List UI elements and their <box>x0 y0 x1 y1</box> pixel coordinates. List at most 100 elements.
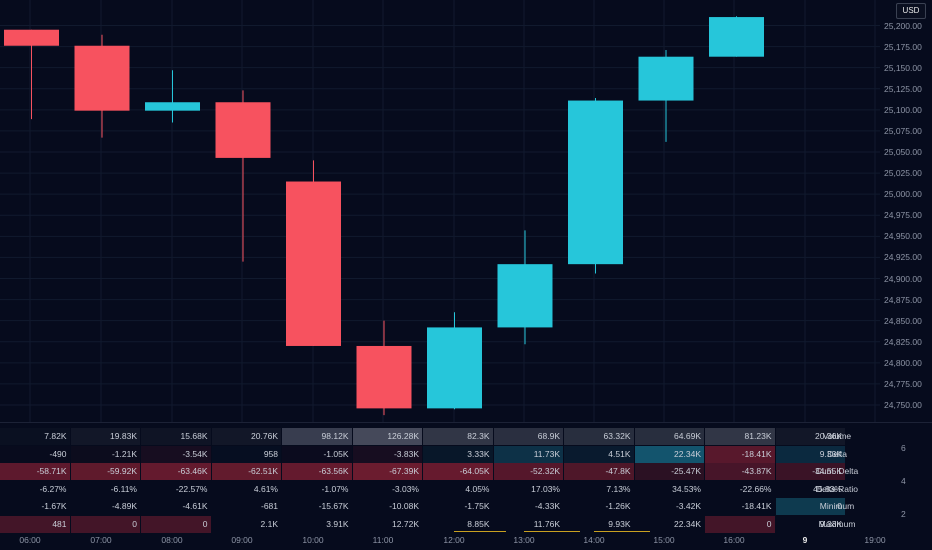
price-tick-label: 24,875.00 <box>884 294 922 305</box>
candle-down[interactable] <box>74 45 130 111</box>
table-cell: 11.73K <box>493 445 563 463</box>
table-cell: 9.33K <box>819 518 842 529</box>
candle-up[interactable] <box>145 102 200 111</box>
table-cell: -1.75K <box>464 501 490 511</box>
candle-up[interactable] <box>568 100 623 265</box>
price-tick-label: 24,975.00 <box>884 210 922 221</box>
table-cell: 0 <box>141 515 211 533</box>
table-cell: 34.53% <box>672 483 701 494</box>
row-label: Delta Ratio <box>815 483 859 494</box>
table-cell: -34.55K <box>775 463 845 480</box>
price-tick-label: 25,200.00 <box>884 20 922 31</box>
table-cell: 9.33K <box>775 445 845 463</box>
table-row: 481 0 0 2.1K 3.91K 12.72K 8.85K 11.76K 9.93K 22.3… <box>0 515 868 533</box>
row-label: Cum. Delta <box>815 466 859 476</box>
table-cell: 0 <box>70 515 140 533</box>
table-cell: 82.3K <box>423 428 493 445</box>
table-cell: -15.67K <box>318 501 349 511</box>
table-cell: -6.27% <box>39 483 67 494</box>
table-cell: 481 <box>0 515 70 533</box>
table-cell: 4.61% <box>253 483 278 494</box>
time-tick-label: 07:00 <box>90 535 112 545</box>
table-cell: 4.51K <box>564 445 634 463</box>
price-tick-label: 25,100.00 <box>884 104 922 115</box>
candle-up[interactable] <box>638 56 694 101</box>
table-cell: -64.05K <box>423 463 493 480</box>
candle-up[interactable] <box>427 327 482 409</box>
table-cell: -43.87K <box>705 463 775 480</box>
table-cell: 11.76K <box>533 518 560 529</box>
time-tick-label: 08:00 <box>161 535 183 545</box>
table-cell: 7.82K <box>0 428 70 445</box>
table-cell: 15.68K <box>141 428 211 445</box>
candle-down[interactable] <box>286 181 341 346</box>
table-cell: -3.54K <box>141 445 211 463</box>
table-cell: -63.46K <box>141 463 211 480</box>
table-cell: -47.8K <box>564 463 634 480</box>
table-cell: -1.05K <box>282 446 352 463</box>
table-cell: 17.03% <box>531 483 560 494</box>
table-cell: 0 <box>705 515 775 533</box>
table-cell: 7.13% <box>606 483 631 494</box>
table-cell: -67.39K <box>352 463 422 480</box>
table-cell: 8.85K <box>467 518 490 529</box>
session-marker <box>594 531 650 532</box>
candle-down[interactable] <box>4 29 59 46</box>
table-cell: -4.33K <box>534 501 560 511</box>
currency-badge[interactable]: USD <box>896 3 926 19</box>
table-cell: 19.83K <box>70 428 140 445</box>
table-cell: -490 <box>49 448 67 459</box>
candle-up[interactable] <box>497 264 553 328</box>
table-row: -1.67K -4.89K -4.61K -681 -15.67K -10.08K -1.7… <box>0 498 868 515</box>
time-tick-label: 13:00 <box>513 535 535 545</box>
table-cell: -62.51K <box>211 463 281 480</box>
row-label: Maximum <box>818 518 856 529</box>
table-cell: 3.91K <box>326 518 349 529</box>
pane-separator[interactable] <box>0 422 932 423</box>
price-tick-label: 24,750.00 <box>884 400 922 410</box>
table-row: -490 -1.21K -3.54K 958 -1.05K -3.83K 3.33K 11.7… <box>0 445 868 463</box>
time-tick-label: 11:00 <box>372 535 394 545</box>
table-cell: 22.34K <box>634 445 704 463</box>
time-tick-label: 06:00 <box>19 535 41 545</box>
price-tick-label: 25,125.00 <box>884 83 922 94</box>
time-tick-label: 19:00 <box>864 535 886 545</box>
time-tick-label: 10:00 <box>302 535 324 545</box>
table-cell: -1.26K <box>605 501 631 511</box>
session-marker <box>524 531 580 532</box>
table-cell: 126.28K <box>352 428 422 445</box>
candle-up[interactable] <box>709 17 764 57</box>
table-cell: 98.12K <box>282 428 352 445</box>
table-cell: -22.57% <box>175 483 208 494</box>
time-tick-label: 9 <box>802 535 808 545</box>
table-cell: 20.76K <box>211 428 281 445</box>
table-cell: -52.32K <box>493 463 563 480</box>
table-cell: -10.08K <box>389 501 419 511</box>
table-row: -6.27% -6.11% -22.57% 4.61% -1.07% -3.03% 4.05… <box>0 481 868 498</box>
price-tick-label: 24,775.00 <box>884 378 922 389</box>
table-cell: 63.32K <box>564 428 634 445</box>
table-cell: 0 <box>775 498 845 515</box>
candle-down[interactable] <box>356 345 412 409</box>
price-tick-label: 25,000.00 <box>884 189 922 200</box>
table-cell: -3.83K <box>352 445 422 463</box>
row-label: Volume <box>822 431 852 441</box>
price-tick-label: 25,025.00 <box>884 168 922 179</box>
table-cell: 958 <box>212 446 282 463</box>
price-tick-label: 24,800.00 <box>884 357 922 368</box>
table-cell: -58.71K <box>0 463 70 480</box>
time-tick-label: 15:00 <box>653 535 675 545</box>
table-cell: -25.47K <box>634 463 704 480</box>
table-cell: -1.21K <box>70 445 140 463</box>
table-row: -58.71K -59.92K -63.46K -62.51K -63.56K -67.3… <box>0 463 868 480</box>
session-marker <box>454 531 506 532</box>
oscillator-tick-label: 4 <box>901 476 906 486</box>
candle-down[interactable] <box>215 102 271 158</box>
price-tick-label: 25,175.00 <box>884 41 922 52</box>
time-tick-label: 14:00 <box>583 535 605 545</box>
table-cell: -22.66% <box>739 483 772 494</box>
table-cell: -59.92K <box>70 463 140 480</box>
table-cell: -63.56K <box>282 463 352 480</box>
table-cell: 64.69K <box>634 428 704 445</box>
